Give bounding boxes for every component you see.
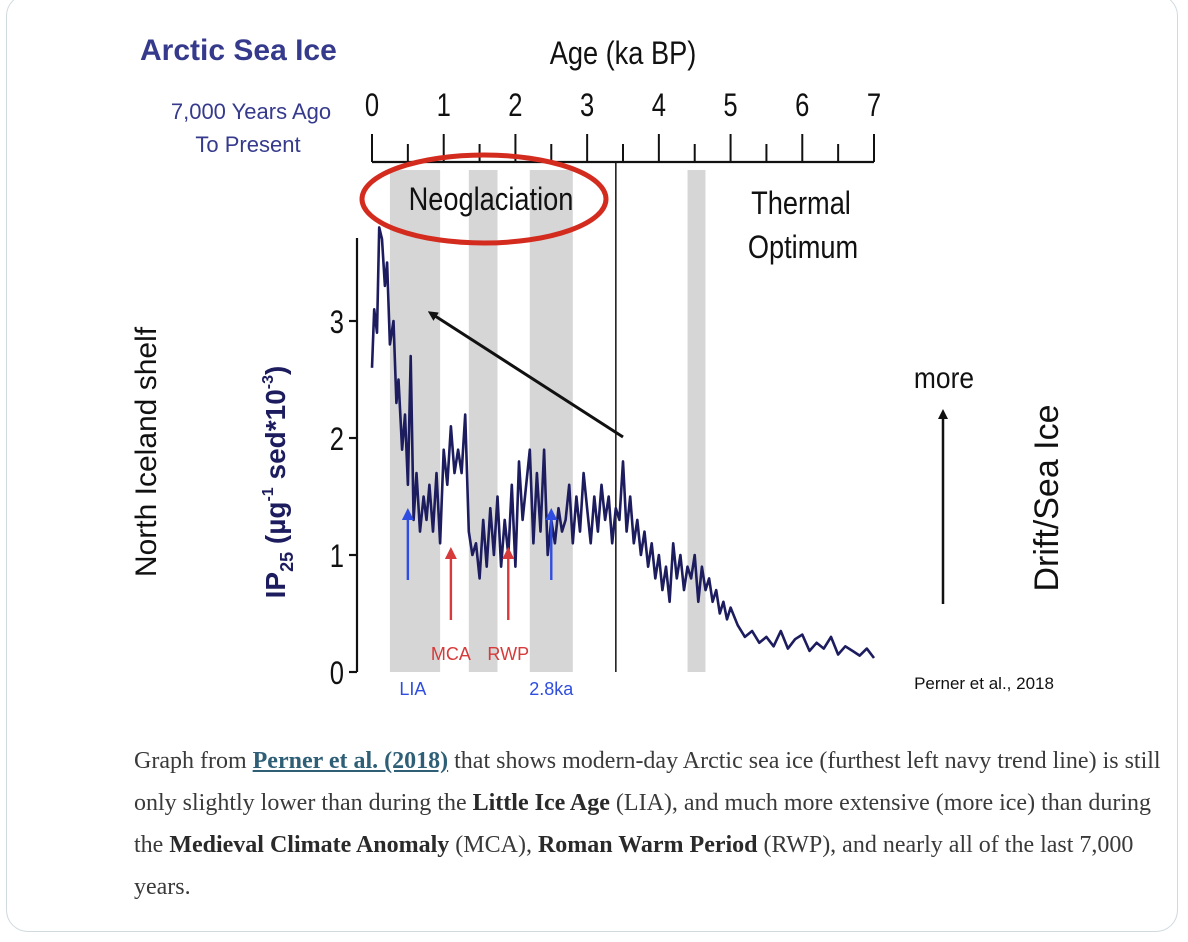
chart-subtitle-line-1: 7,000 Years Ago — [171, 99, 331, 124]
x-tick-label-3: 3 — [580, 88, 594, 123]
shaded-bands — [389, 162, 706, 672]
x-tick-label-2: 2 — [508, 88, 522, 123]
x-axis-label: Age (ka BP) — [550, 36, 697, 72]
event-label-rwp: RWP — [487, 644, 529, 664]
post-card — [6, 0, 1178, 932]
source-credit: Perner et al., 2018 — [914, 674, 1054, 693]
ip25-chart: Arctic Sea Ice 7,000 Years Ago To Presen… — [130, 34, 1066, 699]
y-tick-label-1: 1 — [330, 539, 344, 574]
event-label-2.8ka: 2.8ka — [529, 679, 574, 699]
shaded-band-0 — [389, 170, 441, 672]
thermal-label: Thermal — [751, 186, 851, 222]
chart-title: Arctic Sea Ice — [140, 34, 337, 67]
y-tick-label-2: 2 — [330, 422, 344, 457]
y-axis-label: IP25 (µg-1 sed*10-3) — [260, 366, 297, 599]
caption-part-3: (MCA), — [449, 832, 538, 858]
caption-bold-rwp: Roman Warm Period — [537, 832, 758, 858]
event-label-mca: MCA — [431, 644, 471, 664]
ip25-series-line — [370, 226, 876, 659]
shaded-band-2 — [529, 170, 573, 672]
y-axis: 0 1 2 3 — [330, 238, 359, 692]
caption-part-2: (LIA), and much more extensive (more ice… — [134, 790, 1152, 858]
x-tick-label-1: 1 — [437, 88, 451, 123]
caption-lead: Graph from — [134, 748, 253, 774]
x-tick-label-7: 7 — [867, 88, 881, 123]
drift-sea-ice-label: Drift/Sea Ice — [1028, 404, 1066, 591]
x-tick-label-6: 6 — [795, 88, 809, 123]
caption-bold-mca: Medieval Climate Anomaly — [169, 832, 450, 858]
caption-part-4: (RWP), and nearly all of the last 7,000 … — [134, 832, 1134, 900]
neoglaciation-label: Neoglaciation — [409, 182, 574, 218]
caption: Graph from Perner et al. (2018) that sho… — [134, 740, 1164, 908]
perner-2018-link[interactable]: Perner et al. (2018) — [252, 748, 449, 774]
y-tick-label-3: 3 — [330, 305, 344, 340]
x-axis: 0 1 2 3 4 5 6 7 — [365, 88, 881, 164]
y-tick-label-0: 0 — [330, 656, 344, 691]
event-label-lia: LIA — [399, 679, 426, 699]
more-label: more — [914, 360, 974, 394]
caption-bold-lia: Little Ice Age — [472, 790, 610, 816]
north-iceland-shelf-label: North Iceland shelf — [130, 326, 163, 577]
caption-part-1: that shows modern-day Arctic sea ice (fu… — [134, 748, 1161, 816]
shaded-band-1 — [468, 170, 498, 672]
trend-arrow — [427, 311, 624, 439]
chart-subtitle-line-2: To Present — [195, 132, 300, 157]
shaded-band-3 — [687, 170, 706, 672]
x-tick-label-0: 0 — [365, 88, 379, 123]
x-tick-label-5: 5 — [723, 88, 737, 123]
optimum-label: Optimum — [748, 230, 858, 266]
x-tick-label-4: 4 — [652, 88, 666, 123]
neoglaciation-highlight-ellipse — [359, 152, 609, 246]
